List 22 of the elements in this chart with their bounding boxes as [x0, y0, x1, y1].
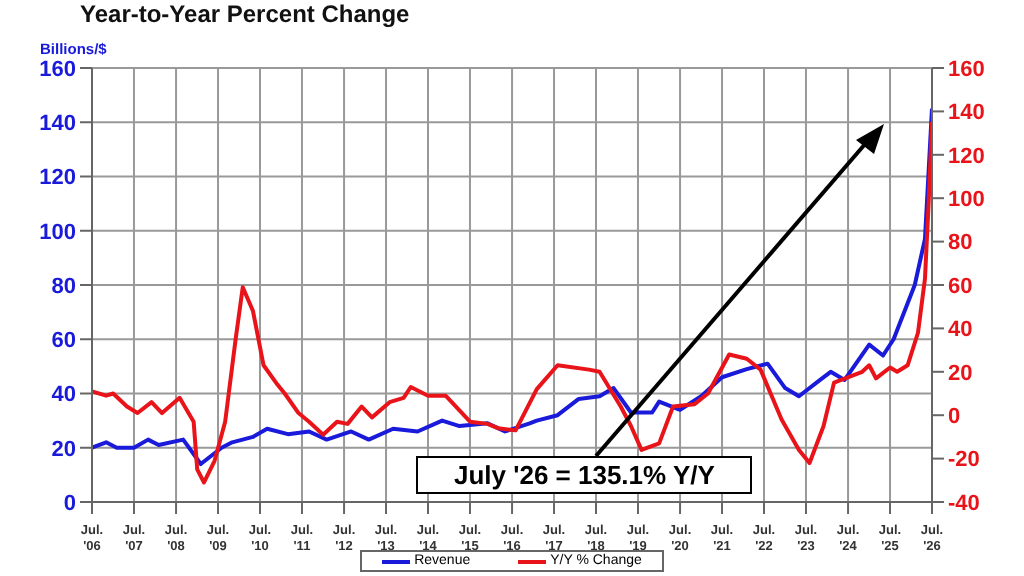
y2-tick-label: -40	[948, 491, 980, 516]
y-tick-label: 100	[39, 220, 76, 245]
y2-tick-label: 20	[948, 361, 973, 386]
y-tick-label: 20	[51, 437, 76, 462]
y2-tick-label: 40	[948, 318, 973, 343]
y2-tick-label: 80	[948, 231, 973, 256]
y2-tick-label: 100	[948, 188, 985, 213]
y2-tick-label: 60	[948, 274, 973, 299]
annotation: July '26 = 135.1% Y/Y	[416, 456, 753, 494]
y-tick-label: 80	[51, 274, 76, 299]
y2-tick-label: 160	[948, 57, 985, 82]
y-tick-label: 140	[39, 112, 76, 137]
y-tick-label: 120	[39, 166, 76, 191]
y2-tick-label: 120	[948, 144, 985, 169]
y-tick-label: 160	[39, 57, 76, 82]
y-tick-label: 40	[51, 383, 76, 408]
y2-tick-label: 0	[948, 405, 961, 430]
y-tick-label: 60	[51, 329, 76, 354]
y2-tick-label: 140	[948, 101, 985, 126]
chart-title: Year-to-Year Percent Change	[80, 0, 410, 28]
y2-tick-label: -20	[948, 448, 980, 473]
y-tick-label: 0	[63, 491, 76, 516]
